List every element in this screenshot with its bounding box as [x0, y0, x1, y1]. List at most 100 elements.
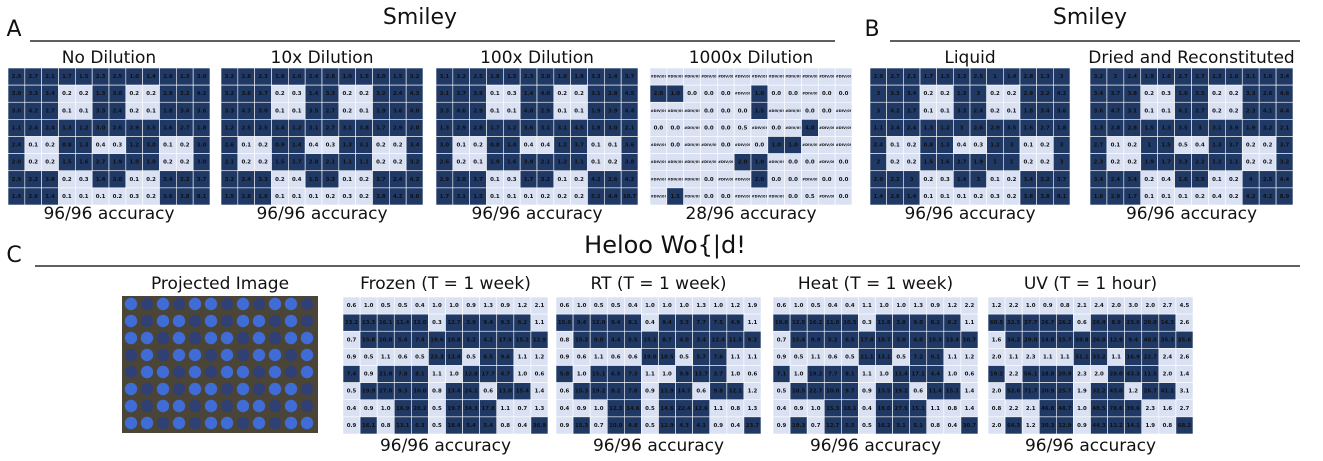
cell-value: #DIV/0!	[785, 126, 801, 130]
cell-value: 1.0	[129, 74, 139, 80]
cell-value: 10.5	[660, 354, 674, 360]
cell-value: 3.0	[96, 125, 106, 131]
cell-value: 5.5	[628, 337, 638, 343]
cell-value: 0.1	[924, 108, 934, 114]
cell-value: 0.4	[309, 143, 319, 149]
cell-value: 0.9	[560, 354, 570, 360]
cell-value: 7.8	[628, 389, 638, 395]
cell-value: 8.1	[197, 194, 207, 200]
cell-value: 1.9	[974, 160, 984, 166]
cell-value: 10.0	[609, 423, 623, 429]
cell-value: 2.9	[990, 125, 1000, 131]
cell-value: 0.1	[524, 194, 534, 200]
cell-value: 5.2	[828, 337, 838, 343]
cell-value: 0.0	[704, 108, 714, 114]
cell-value: 3.8	[180, 194, 190, 200]
cell-value: 22.4	[677, 406, 691, 412]
cell-value: 0.1	[490, 91, 500, 97]
cell-value: 26.4	[1092, 320, 1106, 326]
cell-value: 0.6	[628, 354, 638, 360]
cell-value: 1.3	[96, 91, 106, 97]
photo-dot	[253, 400, 265, 412]
cell-value: 12.9	[533, 337, 547, 343]
cell-value: 21.8	[379, 372, 393, 378]
cell-value: 0.4	[645, 320, 655, 326]
cell-value: 3.8	[896, 320, 906, 326]
cell-value: 1.1	[645, 372, 655, 378]
cell-value: 0.2	[45, 160, 55, 166]
cell-value: 9.8	[714, 389, 724, 395]
cell-value: 2.9	[12, 74, 22, 80]
cell-value: 3	[976, 91, 980, 97]
cell-value: 2.7	[1195, 74, 1205, 80]
cell-value: 7.7	[696, 320, 706, 326]
grid-caption: 28/96 accuracy	[685, 204, 816, 224]
photo-dot	[285, 332, 297, 344]
cell-value: 12.6	[695, 406, 709, 412]
cell-value: 0.5	[398, 303, 408, 309]
cell-value: 2.8	[1111, 125, 1121, 131]
cell-value: 20.0	[1144, 320, 1158, 326]
cell-value: 0.0	[670, 143, 680, 149]
cell-value: 0.1	[591, 143, 601, 149]
cell-value: 15.3	[575, 389, 589, 395]
cell-value: 0.2	[907, 160, 917, 166]
cell-value: 0.6	[965, 372, 975, 378]
cell-value: 0.5	[738, 125, 748, 131]
cell-value: #DIV/0!	[651, 194, 667, 198]
cell-value: 0.1	[146, 108, 156, 114]
cell-value: 0.1	[1007, 108, 1017, 114]
cell-value: 0.6	[611, 354, 621, 360]
cell-value: 0.2	[376, 160, 386, 166]
cell-value: 2.4	[45, 125, 55, 131]
image-caption: Projected Image	[151, 274, 289, 294]
cell-value: 2.4	[241, 177, 251, 183]
cell-value: 59.8	[1075, 337, 1089, 343]
cell-value: 0.0	[805, 160, 815, 166]
cell-value: 0.2	[1263, 143, 1273, 149]
cell-value: 3.1	[557, 125, 567, 131]
cell-value: 3.0	[12, 91, 22, 97]
photo-dot	[285, 400, 297, 412]
cell-value: 16.2	[809, 320, 823, 326]
cell-value: 10.0	[826, 389, 840, 395]
cell-value: 0.2	[393, 160, 403, 166]
cell-value: 32.5	[1007, 320, 1021, 326]
cell-value: 0.2	[359, 194, 369, 200]
cell-value: 0.9	[347, 423, 357, 429]
cell-value: 3.2	[225, 74, 235, 80]
photo-dot	[157, 349, 169, 361]
cell-value: 0.2	[541, 194, 551, 200]
cell-value: 1.0	[811, 406, 821, 412]
cell-value: 8.9	[1111, 320, 1121, 326]
cell-value: 0.9	[714, 423, 724, 429]
cell-value: 11.4	[894, 372, 908, 378]
cell-value: 11.8	[877, 320, 891, 326]
cell-value: 0.9	[501, 303, 511, 309]
cell-value: 5.8	[560, 372, 570, 378]
cell-value: 4.1	[696, 423, 706, 429]
cell-value: 19.2	[990, 372, 1004, 378]
cell-value: 8.1	[845, 372, 855, 378]
cell-value: 1.6	[992, 337, 1002, 343]
cell-value: 4.1	[1263, 108, 1273, 114]
cell-value: 0.9	[275, 143, 285, 149]
cell-value: 2.5	[258, 125, 268, 131]
photo-dot	[157, 298, 169, 310]
photo-dot	[301, 417, 313, 429]
cell-value: 1.9	[490, 160, 500, 166]
cell-value: 0.3	[292, 91, 302, 97]
cell-value: 1.5	[393, 74, 403, 80]
cell-value: 2.0	[456, 177, 466, 183]
cell-value: 2.7	[1195, 108, 1205, 114]
cell-value: 4.0	[541, 91, 551, 97]
cell-value: 0.1	[940, 108, 950, 114]
cell-value: 1.3	[924, 125, 934, 131]
cell-value: 0.3	[113, 143, 123, 149]
cell-value: 3	[1113, 74, 1117, 80]
cell-value: 6.5	[845, 337, 855, 343]
cell-value: 3.9	[608, 108, 618, 114]
cell-value: 0.1	[456, 143, 466, 149]
cell-value: 1.3	[1094, 125, 1104, 131]
cell-value: 2.8	[241, 74, 251, 80]
